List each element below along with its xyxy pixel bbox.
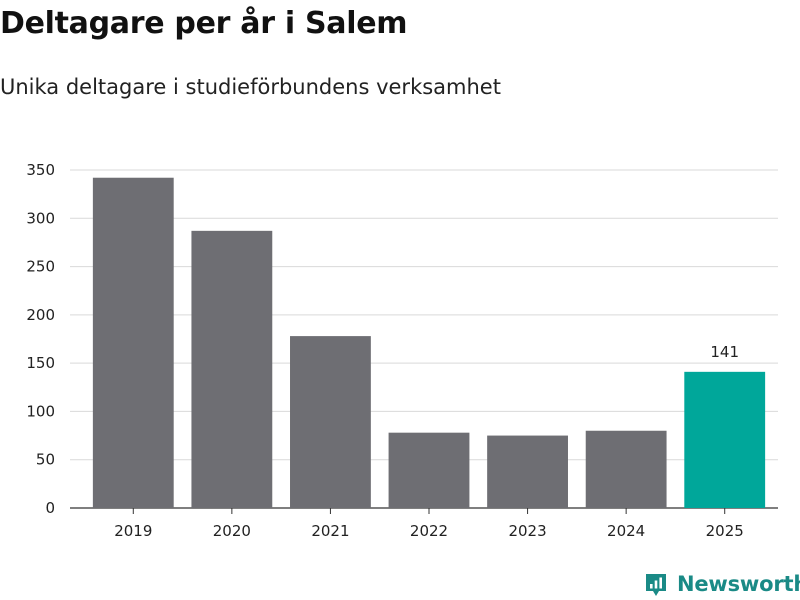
x-tick-label: 2025 bbox=[706, 522, 744, 540]
x-axis: 2019 2020 2021 2022 2023 2024 2025 bbox=[114, 508, 744, 540]
x-tick-label: 2022 bbox=[410, 522, 448, 540]
y-axis: 0 50 100 150 200 250 300 350 bbox=[26, 161, 55, 517]
newsworthy-logo-icon bbox=[644, 572, 668, 596]
x-tick-label: 2021 bbox=[311, 522, 349, 540]
y-tick-label: 150 bbox=[26, 354, 55, 372]
data-label: 141 bbox=[710, 343, 739, 361]
x-tick-label: 2024 bbox=[607, 522, 645, 540]
bar-2025 bbox=[684, 371, 766, 508]
y-tick-label: 350 bbox=[26, 161, 55, 179]
chart-title: Deltagare per år i Salem bbox=[0, 6, 408, 41]
chart-subtitle: Unika deltagare i studieförbundens verks… bbox=[0, 75, 501, 99]
bar-2022 bbox=[388, 432, 470, 508]
bar-2023 bbox=[487, 435, 568, 508]
bar-2019 bbox=[92, 177, 174, 508]
x-tick-label: 2023 bbox=[508, 522, 546, 540]
bar-2024 bbox=[585, 430, 667, 508]
y-tick-label: 100 bbox=[26, 402, 55, 420]
x-tick-label: 2019 bbox=[114, 522, 152, 540]
data-labels: 141 bbox=[710, 343, 739, 361]
brand: Newsworthy bbox=[644, 568, 800, 600]
y-tick-label: 50 bbox=[36, 451, 55, 469]
y-tick-label: 300 bbox=[26, 209, 55, 227]
bars bbox=[92, 177, 766, 508]
bar-2020 bbox=[191, 230, 273, 508]
y-tick-label: 200 bbox=[26, 306, 55, 324]
y-tick-label: 250 bbox=[26, 258, 55, 276]
x-tick-label: 2020 bbox=[213, 522, 251, 540]
y-tick-label: 0 bbox=[45, 499, 55, 517]
brand-name: Newsworthy bbox=[677, 572, 800, 596]
bar-2021 bbox=[290, 336, 371, 508]
